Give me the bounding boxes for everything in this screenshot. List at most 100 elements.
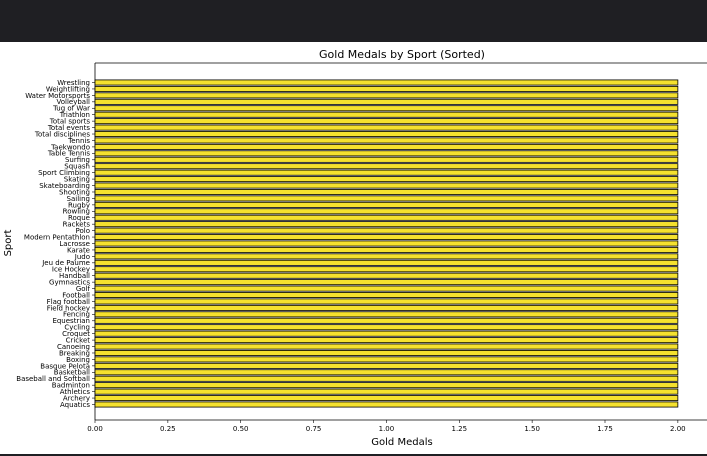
y-tick-label: Rowling	[63, 208, 90, 216]
x-axis-ticks: 0.00 0.25 0.50 0.75 1.00 1.25 1.50 1.75 2.00	[87, 420, 686, 433]
window-bottom-edge	[0, 454, 707, 456]
bar	[94, 272, 679, 279]
bar	[94, 150, 679, 157]
y-tick-label: Total disciplines	[34, 130, 90, 138]
bar-chart: Gold Medals by Sport (Sorted) WrestlingW…	[3, 48, 707, 448]
y-tick-label: Total events	[47, 124, 91, 132]
bar	[94, 201, 679, 208]
y-tick-label: Jeu de Paume	[41, 259, 90, 267]
y-tick-label: Weightlifting	[46, 85, 90, 93]
y-tick-label: Table Tennis	[47, 150, 91, 158]
bar	[94, 266, 679, 273]
y-tick-label: Rackets	[63, 221, 91, 229]
y-tick-label: Skating	[64, 176, 90, 184]
bar	[94, 259, 679, 266]
x-tick-label: 0.75	[306, 425, 322, 433]
bar	[94, 382, 679, 389]
bar	[94, 362, 679, 369]
bar	[94, 227, 679, 234]
bar	[94, 285, 679, 292]
bar	[94, 292, 679, 298]
y-tick-label: Athletics	[60, 388, 91, 396]
bar	[94, 131, 679, 137]
y-tick-label: Equestrian	[52, 317, 90, 325]
y-tick-label: Basketball	[54, 369, 90, 377]
bar	[94, 214, 679, 221]
y-tick-label: Boxing	[66, 356, 90, 364]
y-tick-label: Lacrosse	[59, 240, 90, 248]
bar	[94, 143, 679, 150]
y-tick-label: Wrestling	[57, 79, 90, 87]
y-axis-label: Sport	[3, 230, 14, 257]
bar	[94, 311, 679, 318]
x-axis-label: Gold Medals	[371, 437, 432, 448]
y-tick-label: Ice Hockey	[52, 266, 90, 274]
bar	[94, 182, 679, 189]
bar	[94, 330, 679, 337]
bar	[94, 304, 679, 311]
y-tick-label: Canoeing	[57, 343, 90, 351]
x-tick-label: 0.00	[87, 425, 103, 433]
y-tick-label: Golf	[76, 285, 91, 293]
bar	[94, 388, 679, 395]
y-tick-label: Surfing	[65, 156, 90, 164]
window-top-bar	[0, 0, 707, 42]
y-tick-label: Tennis	[67, 137, 90, 145]
y-tick-label: Football	[62, 291, 90, 299]
y-tick-label: Baseball and Softball	[16, 375, 90, 383]
bar	[94, 375, 679, 382]
bar	[94, 156, 679, 163]
bar	[94, 79, 679, 86]
bar	[94, 118, 679, 125]
y-tick-label: Water Motorsports	[25, 92, 90, 100]
bar	[94, 169, 679, 176]
y-tick-label: Cycling	[64, 324, 90, 332]
y-tick-label: Modern Pentathlon	[24, 233, 90, 241]
bar	[94, 279, 679, 286]
bar	[94, 395, 679, 402]
bar	[94, 221, 679, 228]
y-tick-label: Skateboarding	[39, 182, 90, 190]
bar	[94, 401, 679, 408]
y-tick-label: Breaking	[59, 349, 90, 357]
x-tick-label: 1.00	[379, 425, 395, 433]
bar	[94, 98, 679, 105]
bar	[94, 137, 679, 144]
bar	[94, 85, 679, 92]
y-tick-label: Handball	[59, 272, 90, 280]
y-tick-label: Triathlon	[59, 111, 90, 119]
y-tick-label: Rugby	[68, 201, 90, 209]
plot-area	[94, 62, 707, 421]
bar	[94, 105, 679, 112]
bar	[94, 350, 679, 356]
x-tick-label: 1.50	[524, 425, 540, 433]
bar	[94, 356, 679, 363]
bar	[94, 298, 679, 305]
x-tick-label: 1.75	[597, 425, 613, 433]
y-tick-label: Sport Climbing	[38, 169, 90, 177]
bar	[94, 253, 679, 260]
y-tick-label: Field hockey	[47, 304, 90, 312]
bar	[94, 246, 679, 253]
bar	[94, 111, 679, 118]
y-tick-label: Gymnastics	[49, 279, 90, 287]
bar	[94, 195, 679, 202]
y-tick-label: Cricket	[66, 337, 91, 345]
bar	[94, 92, 679, 99]
x-tick-label: 0.25	[160, 425, 176, 433]
x-tick-label: 2.00	[670, 425, 686, 433]
y-tick-label: Karate	[67, 246, 90, 254]
y-tick-label: Judo	[74, 253, 90, 261]
y-tick-label: Total sports	[49, 118, 91, 126]
y-tick-label: Taekwondo	[50, 143, 90, 151]
bar	[94, 240, 679, 247]
y-tick-label: Badminton	[52, 382, 90, 390]
y-tick-label: Archery	[63, 394, 90, 402]
y-tick-label: Flag football	[47, 298, 90, 306]
y-tick-label: Sailing	[67, 195, 90, 203]
bar	[94, 176, 679, 183]
y-tick-label: Croquet	[62, 330, 90, 338]
bar	[94, 163, 679, 170]
y-tick-label: Shooting	[59, 188, 90, 196]
